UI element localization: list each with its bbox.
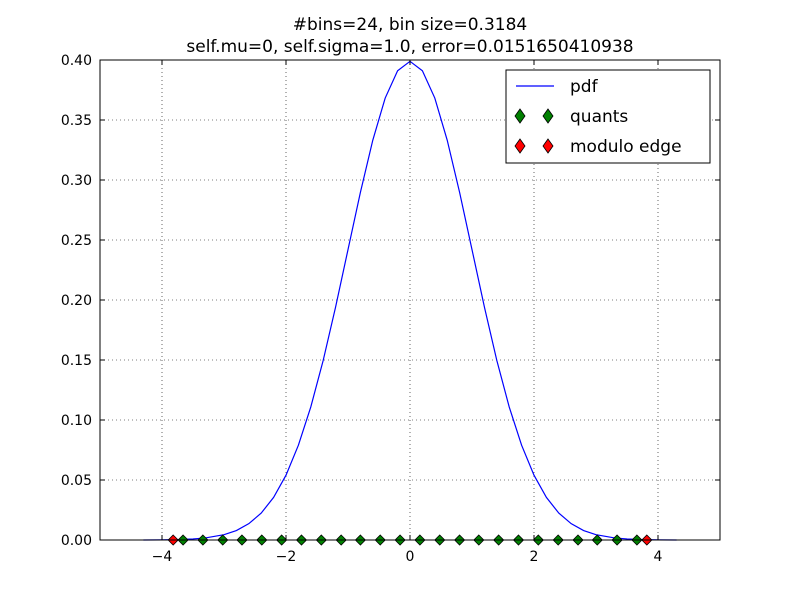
legend-label-quants: quants: [570, 107, 628, 127]
y-tick-label: 0.00: [61, 533, 92, 549]
legend-quants-marker-2: [542, 108, 554, 124]
y-tick-label: 0.40: [61, 53, 92, 69]
legend: pdf quants modulo edge: [505, 69, 711, 164]
legend-modulo-edge-marker-1: [514, 138, 526, 154]
legend-label-modulo-edge: modulo edge: [570, 137, 682, 157]
x-tick-label: 4: [654, 549, 663, 565]
y-tick-label: 0.35: [61, 113, 92, 129]
x-tick-label: 2: [530, 549, 539, 565]
y-tick-label: 0.30: [61, 173, 92, 189]
chart-title-line-2: self.mu=0, self.sigma=1.0, error=0.01516…: [186, 37, 633, 57]
chart-title-line-1: #bins=24, bin size=0.3184: [293, 15, 527, 35]
x-tick-label: 0: [406, 549, 415, 565]
y-tick-label: 0.05: [61, 473, 92, 489]
ticks: −4 −2 0 2 4 0.00 0.05 0.10 0.15 0.20 0.25 0.30 0.35 0…: [61, 53, 720, 565]
y-tick-label: 0.15: [61, 353, 92, 369]
legend-modulo-edge-marker-2: [542, 138, 554, 154]
x-tick-label: −4: [152, 549, 173, 565]
y-tick-label: 0.25: [61, 233, 92, 249]
y-tick-label: 0.10: [61, 413, 92, 429]
legend-label-pdf: pdf: [570, 77, 599, 97]
y-tick-label: 0.20: [61, 293, 92, 309]
legend-quants-marker-1: [514, 108, 526, 124]
x-tick-label: −2: [276, 549, 297, 565]
